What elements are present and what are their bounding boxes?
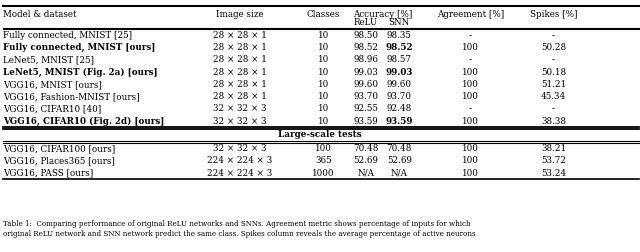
Text: 28 × 28 × 1: 28 × 28 × 1 [213, 43, 267, 52]
Text: 50.28: 50.28 [541, 43, 566, 52]
Text: 10: 10 [317, 80, 329, 89]
Text: 99.60: 99.60 [353, 80, 379, 89]
Text: 28 × 28 × 1: 28 × 28 × 1 [213, 80, 267, 89]
Text: 70.48: 70.48 [387, 144, 412, 153]
Text: 51.21: 51.21 [541, 80, 566, 89]
Text: Fully connected, MNIST [25]: Fully connected, MNIST [25] [3, 31, 132, 40]
Text: LeNet5, MNIST (Fig. 2a) [ours]: LeNet5, MNIST (Fig. 2a) [ours] [3, 68, 158, 77]
Text: 32 × 32 × 3: 32 × 32 × 3 [213, 104, 267, 113]
Text: 28 × 28 × 1: 28 × 28 × 1 [213, 31, 267, 40]
Text: 100: 100 [315, 144, 332, 153]
Text: VGG16, CIFAR10 (Fig. 2d) [ours]: VGG16, CIFAR10 (Fig. 2d) [ours] [3, 117, 164, 126]
Text: 98.57: 98.57 [387, 55, 412, 64]
Text: 98.96: 98.96 [353, 55, 379, 64]
Text: Table 1:  Comparing performance of original ReLU networks and SNNs. Agreement me: Table 1: Comparing performance of origin… [3, 220, 476, 238]
Text: 1000: 1000 [312, 169, 335, 178]
Text: 28 × 28 × 1: 28 × 28 × 1 [213, 68, 267, 77]
Text: 100: 100 [462, 169, 479, 178]
Text: 28 × 28 × 1: 28 × 28 × 1 [213, 92, 267, 101]
Text: Large-scale tests: Large-scale tests [278, 131, 362, 139]
Text: Spikes [%]: Spikes [%] [530, 10, 577, 19]
Text: 50.18: 50.18 [541, 68, 566, 77]
Text: Fully connected, MNIST [ours]: Fully connected, MNIST [ours] [3, 43, 156, 52]
Text: 10: 10 [317, 104, 329, 113]
Text: 100: 100 [462, 117, 479, 126]
Text: VGG16, Places365 [ours]: VGG16, Places365 [ours] [3, 156, 115, 165]
Text: 365: 365 [315, 156, 332, 165]
Text: -: - [552, 55, 555, 64]
Text: 100: 100 [462, 144, 479, 153]
Text: 93.70: 93.70 [353, 92, 379, 101]
Text: 98.35: 98.35 [387, 31, 412, 40]
Text: 98.52: 98.52 [386, 43, 413, 52]
Text: VGG16, PASS [ours]: VGG16, PASS [ours] [3, 169, 93, 178]
Text: 38.38: 38.38 [541, 117, 566, 126]
Text: 100: 100 [462, 92, 479, 101]
Text: 10: 10 [317, 43, 329, 52]
Text: 224 × 224 × 3: 224 × 224 × 3 [207, 169, 273, 178]
Text: 93.59: 93.59 [354, 117, 378, 126]
Text: 53.24: 53.24 [541, 169, 566, 178]
Text: 10: 10 [317, 55, 329, 64]
Text: Accuracy [%]: Accuracy [%] [353, 10, 412, 19]
Text: LeNet5, MNIST [25]: LeNet5, MNIST [25] [3, 55, 94, 64]
Text: 52.69: 52.69 [353, 156, 379, 165]
Text: 100: 100 [462, 156, 479, 165]
Text: 99.03: 99.03 [386, 68, 413, 77]
Text: 93.70: 93.70 [387, 92, 412, 101]
Text: 10: 10 [317, 92, 329, 101]
Text: 28 × 28 × 1: 28 × 28 × 1 [213, 55, 267, 64]
Text: 53.72: 53.72 [541, 156, 566, 165]
Text: 93.59: 93.59 [386, 117, 413, 126]
Text: -: - [469, 104, 472, 113]
Text: 100: 100 [462, 80, 479, 89]
Text: 99.60: 99.60 [387, 80, 412, 89]
Text: -: - [469, 55, 472, 64]
Text: 38.21: 38.21 [541, 144, 566, 153]
Text: ReLU: ReLU [354, 18, 378, 27]
Text: 224 × 224 × 3: 224 × 224 × 3 [207, 156, 273, 165]
Text: 70.48: 70.48 [353, 144, 379, 153]
Text: 45.34: 45.34 [541, 92, 566, 101]
Text: 32 × 32 × 3: 32 × 32 × 3 [213, 117, 267, 126]
Text: 99.03: 99.03 [354, 68, 378, 77]
Text: -: - [552, 31, 555, 40]
Text: VGG16, Fashion-MNIST [ours]: VGG16, Fashion-MNIST [ours] [3, 92, 140, 101]
Text: Agreement [%]: Agreement [%] [436, 10, 504, 19]
Text: 92.55: 92.55 [354, 104, 378, 113]
Text: VGG16, CIFAR10 [40]: VGG16, CIFAR10 [40] [3, 104, 102, 113]
Text: 100: 100 [462, 68, 479, 77]
Text: 98.50: 98.50 [353, 31, 379, 40]
Text: N/A: N/A [391, 169, 408, 178]
Text: 10: 10 [317, 31, 329, 40]
Text: 98.52: 98.52 [353, 43, 379, 52]
Text: SNN: SNN [388, 18, 410, 27]
Text: VGG16, MNIST [ours]: VGG16, MNIST [ours] [3, 80, 102, 89]
Text: VGG16, CIFAR100 [ours]: VGG16, CIFAR100 [ours] [3, 144, 115, 153]
Text: -: - [469, 31, 472, 40]
Text: 52.69: 52.69 [387, 156, 412, 165]
Text: Classes: Classes [307, 10, 340, 19]
Text: 100: 100 [462, 43, 479, 52]
Text: -: - [552, 104, 555, 113]
Text: 10: 10 [317, 117, 329, 126]
Text: 32 × 32 × 3: 32 × 32 × 3 [213, 144, 267, 153]
Text: Model & dataset: Model & dataset [3, 10, 77, 19]
Text: 10: 10 [317, 68, 329, 77]
Text: 92.48: 92.48 [387, 104, 412, 113]
Text: Image size: Image size [216, 10, 264, 19]
Text: N/A: N/A [358, 169, 374, 178]
